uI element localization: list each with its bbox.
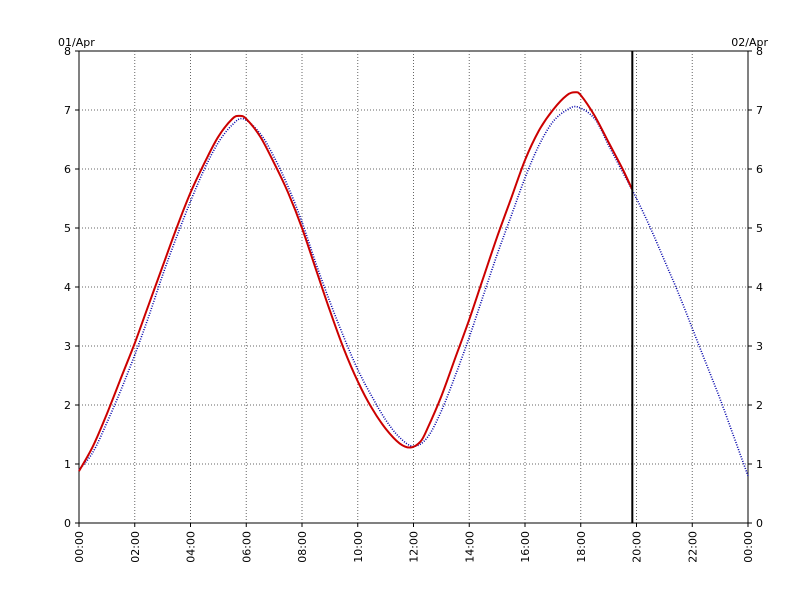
date-label-right: 02/Apr <box>731 36 768 49</box>
y-tick-label-left: 3 <box>64 340 71 353</box>
y-tick-label-right: 8 <box>756 45 763 58</box>
x-tick-label: 22:00 <box>686 531 699 563</box>
series-group <box>78 91 749 477</box>
y-tick-label-left: 2 <box>64 399 71 412</box>
y-tick-label-right: 6 <box>756 163 763 176</box>
y-tick-label-right: 7 <box>756 104 763 117</box>
x-tick-label: 18:00 <box>575 531 588 563</box>
x-tick-label: 02:00 <box>129 531 142 563</box>
x-tick-label: 08:00 <box>296 531 309 563</box>
y-tick-label-right: 3 <box>756 340 763 353</box>
y-tick-label-right: 0 <box>756 517 763 530</box>
x-tick-label: 00:00 <box>742 531 755 563</box>
y-tick-label-left: 4 <box>64 281 71 294</box>
y-tick-label-right: 5 <box>756 222 763 235</box>
y-tick-label-left: 8 <box>64 45 71 58</box>
x-tick-label: 12:00 <box>408 531 421 563</box>
plot-area <box>78 50 749 524</box>
y-tick-label-left: 5 <box>64 222 71 235</box>
x-tick-label: 20:00 <box>631 531 644 563</box>
x-tick-label: 16:00 <box>519 531 532 563</box>
x-tick-label: 10:00 <box>352 531 365 563</box>
x-tick-label: 04:00 <box>185 531 198 563</box>
y-tick-label-right: 1 <box>756 458 763 471</box>
date-label-left: 01/Apr <box>58 36 95 49</box>
x-tick-label: 06:00 <box>240 531 253 563</box>
y-tick-label-right: 4 <box>756 281 763 294</box>
x-tick-label: 00:00 <box>73 531 86 563</box>
y-tick-label-left: 1 <box>64 458 71 471</box>
grid-lines <box>79 51 748 523</box>
y-tick-label-left: 0 <box>64 517 71 530</box>
series-line-observed <box>78 91 634 472</box>
axis-ticks: 00:00 02:00 04:00 06:00 08:00 10:00 12:00 14:00… <box>64 45 763 563</box>
x-tick-label: 14:00 <box>463 531 476 563</box>
y-tick-label-left: 6 <box>64 163 71 176</box>
y-tick-label-right: 2 <box>756 399 763 412</box>
y-tick-label-left: 7 <box>64 104 71 117</box>
